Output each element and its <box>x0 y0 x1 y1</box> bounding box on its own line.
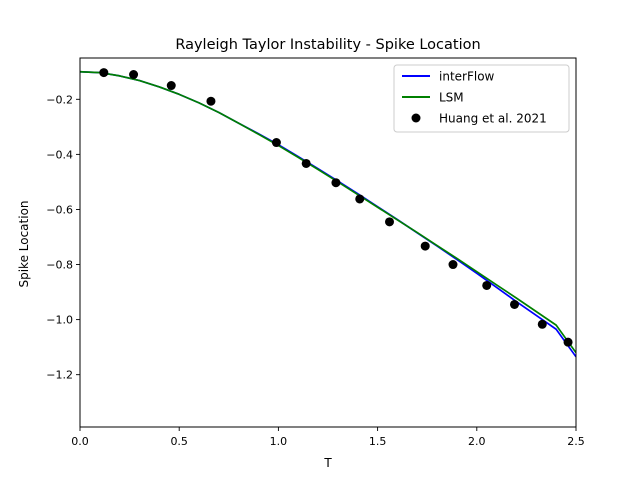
data-point-huang-et-al-2021 <box>385 217 395 227</box>
x-tick-label: 0.5 <box>170 435 188 448</box>
plot-area <box>80 68 576 358</box>
x-tick-label: 2.5 <box>567 435 585 448</box>
legend-huang-label: Huang et al. 2021 <box>439 112 547 126</box>
data-point-huang-et-al-2021 <box>448 260 458 270</box>
y-axis-ticks: −0.2 −0.4 −0.6 −0.8 −1.0 −1.2 <box>46 93 80 382</box>
x-tick-label: 1.5 <box>369 435 387 448</box>
data-point-huang-et-al-2021 <box>482 280 492 290</box>
data-point-huang-et-al-2021 <box>271 138 281 148</box>
data-point-huang-et-al-2021 <box>563 337 573 347</box>
chart-title: Rayleigh Taylor Instability - Spike Loca… <box>175 37 480 53</box>
data-point-huang-et-al-2021 <box>301 158 311 168</box>
x-tick-label: 1.0 <box>270 435 288 448</box>
y-tick-label: −0.4 <box>46 148 73 161</box>
legend-huang-swatch <box>411 113 421 123</box>
data-point-huang-et-al-2021 <box>537 319 547 329</box>
legend: interFlow LSM Huang et al. 2021 <box>393 64 570 133</box>
y-tick-label: −0.6 <box>46 203 73 216</box>
data-point-huang-et-al-2021 <box>129 70 139 80</box>
series-line-lsm <box>80 70 576 354</box>
data-point-huang-et-al-2021 <box>99 68 109 78</box>
data-point-huang-et-al-2021 <box>509 299 519 309</box>
x-tick-label: 0.0 <box>71 435 89 448</box>
axes-frame <box>79 57 577 428</box>
y-tick-label: −1.2 <box>46 369 73 382</box>
x-tick-label: 2.0 <box>468 435 486 448</box>
data-point-huang-et-al-2021 <box>420 241 430 251</box>
x-axis-label: T <box>323 456 332 470</box>
y-tick-label: −0.8 <box>46 259 73 272</box>
data-point-huang-et-al-2021 <box>331 178 341 188</box>
legend-lsm-label: LSM <box>439 91 464 105</box>
legend-interflow-label: interFlow <box>439 70 495 84</box>
data-point-huang-et-al-2021 <box>355 194 365 204</box>
y-axis-label: Spike Location <box>17 200 31 287</box>
y-tick-label: −1.0 <box>46 314 73 327</box>
data-point-huang-et-al-2021 <box>206 96 216 106</box>
x-axis-ticks: 0.0 0.5 1.0 1.5 2.0 2.5 <box>71 427 585 448</box>
legend-box <box>393 64 570 133</box>
y-tick-label: −0.2 <box>46 93 73 106</box>
data-point-huang-et-al-2021 <box>166 81 176 91</box>
